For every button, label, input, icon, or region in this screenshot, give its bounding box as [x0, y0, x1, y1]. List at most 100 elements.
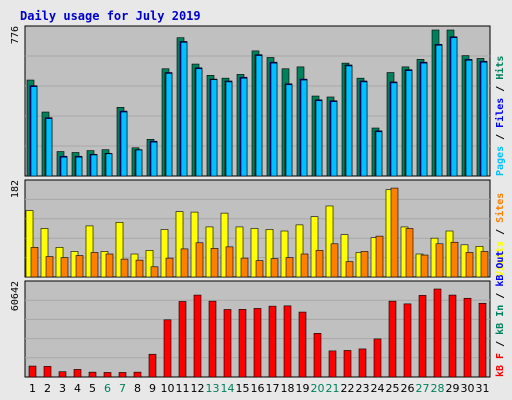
legend-entry: Sites: [494, 193, 506, 223]
bar-pages-day-10: [165, 73, 173, 177]
legend-separator: /: [495, 335, 506, 353]
legend-visits-sites: Visits / Sites: [494, 193, 506, 277]
x-tick-label-day-12: 12: [191, 382, 205, 395]
legend-entry: Pages: [495, 146, 506, 176]
bar-pages-day-5: [90, 154, 98, 177]
bar-sites-day-8: [135, 259, 144, 278]
bar-kbf-day-4: [73, 369, 82, 378]
bar-kbf-day-23: [358, 348, 367, 378]
legend-separator: /: [495, 128, 506, 146]
bar-visits-day-11: [175, 211, 184, 278]
x-tick-label-day-14: 14: [221, 382, 235, 395]
bar-kbf-day-9: [148, 353, 157, 378]
bar-pages-day-23: [360, 81, 368, 177]
bar-pages-day-14: [225, 81, 233, 177]
bar-kbf-day-18: [283, 305, 292, 378]
bar-pages-day-26: [405, 70, 413, 177]
bar-pages-day-6: [105, 153, 113, 177]
x-tick-label-day-31: 31: [476, 382, 490, 395]
bar-kbf-day-22: [343, 350, 352, 378]
x-tick-label-day-22: 22: [341, 382, 355, 395]
legend-separator: /: [495, 287, 506, 305]
legend-entry: Visits: [494, 241, 506, 277]
bar-sites-day-6: [105, 253, 114, 278]
x-tick-label-day-6: 6: [104, 382, 111, 395]
bar-sites-day-24: [375, 235, 384, 278]
bar-pages-day-21: [330, 101, 338, 177]
bar-visits-day-15: [235, 226, 244, 278]
bar-sites-day-20: [315, 250, 324, 278]
bar-pages-day-3: [60, 156, 68, 177]
chart-title: Daily usage for July 2019: [20, 9, 201, 23]
x-tick-label-day-27: 27: [416, 382, 430, 395]
bar-sites-day-17: [270, 258, 279, 278]
bar-sites-day-13: [210, 248, 219, 278]
bar-visits-day-10: [160, 229, 169, 278]
x-tick-label-day-19: 19: [296, 382, 310, 395]
bar-pages-day-16: [255, 55, 263, 177]
bar-visits-day-20: [310, 216, 319, 278]
legend-entry: kB In: [495, 305, 506, 335]
bar-kbf-day-24: [373, 338, 382, 378]
bar-sites-day-19: [300, 253, 309, 278]
x-tick-label-day-5: 5: [89, 382, 96, 395]
bar-kbf-day-3: [58, 371, 67, 378]
bar-sites-day-28: [435, 243, 444, 278]
bar-sites-day-1: [30, 247, 39, 278]
bar-sites-day-29: [450, 241, 459, 278]
x-tick-label-day-20: 20: [311, 382, 325, 395]
bar-sites-day-16: [255, 260, 264, 278]
bar-kbf-day-5: [88, 371, 97, 378]
bar-kbf-day-26: [403, 303, 412, 378]
bar-sites-day-11: [180, 248, 189, 278]
legend-separator: /: [495, 223, 506, 241]
bar-sites-day-14: [225, 246, 234, 278]
bar-kbf-day-15: [238, 309, 247, 378]
bar-kbf-day-30: [463, 297, 472, 378]
x-tick-label-day-28: 28: [431, 382, 445, 395]
bar-kbf-day-27: [418, 295, 427, 378]
bar-kbf-day-16: [253, 308, 262, 378]
bar-pages-day-31: [480, 61, 488, 177]
bar-pages-day-17: [270, 62, 278, 177]
x-tick-label-day-17: 17: [266, 382, 280, 395]
bar-kbf-day-21: [328, 350, 337, 378]
bar-kbf-day-20: [313, 333, 322, 378]
bar-pages-day-4: [75, 156, 83, 177]
legend-hits-files-pages: Pages / Files / Hits: [494, 56, 506, 176]
panel-visits-sites: 182 Visits / Sites: [10, 179, 506, 278]
bar-pages-day-13: [210, 79, 218, 177]
legend-entry: kB Out: [495, 251, 506, 287]
bar-kbf-day-19: [298, 311, 307, 378]
bar-visits-day-7: [115, 222, 124, 278]
bar-sites-day-27: [420, 254, 429, 278]
bar-sites-day-2: [45, 256, 54, 278]
x-tick-label-day-3: 3: [59, 382, 66, 395]
bar-sites-day-5: [90, 252, 99, 278]
bar-pages-day-18: [285, 84, 293, 177]
bar-kbf-day-13: [208, 300, 217, 378]
bar-kbf-day-2: [43, 366, 52, 378]
bar-pages-day-28: [435, 44, 443, 177]
bar-sites-day-21: [330, 243, 339, 278]
bar-pages-day-2: [45, 118, 53, 177]
bar-pages-day-27: [420, 62, 428, 177]
bar-kbf-day-25: [388, 300, 397, 378]
bar-visits-day-9: [145, 250, 154, 278]
bar-visits-day-5: [85, 225, 94, 278]
x-tick-label-day-24: 24: [371, 382, 385, 395]
bar-sites-day-4: [75, 255, 84, 278]
bar-pages-day-15: [240, 77, 248, 177]
bar-sites-day-18: [285, 257, 294, 278]
legend-entry: kB F: [495, 353, 506, 377]
bar-visits-day-1: [25, 210, 34, 278]
bar-kbf-day-1: [28, 365, 37, 378]
x-tick-label-day-21: 21: [326, 382, 340, 395]
bar-kbf-day-8: [133, 371, 142, 378]
bar-visits-day-16: [250, 228, 259, 278]
bar-sites-day-26: [405, 228, 414, 278]
x-tick-label-day-8: 8: [134, 382, 141, 395]
legend-entry: Files: [494, 98, 506, 128]
bar-visits-day-2: [40, 228, 49, 278]
bar-pages-day-7: [120, 111, 128, 177]
